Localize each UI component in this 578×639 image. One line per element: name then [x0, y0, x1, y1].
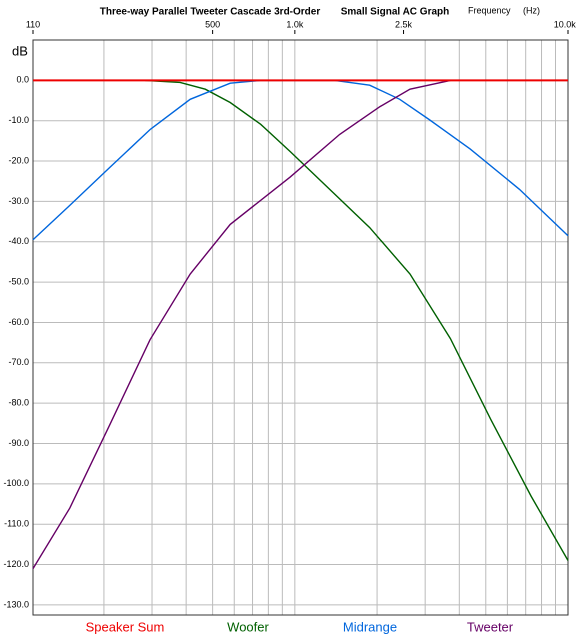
y-tick-label: -130.0: [3, 599, 29, 609]
x-axis-label: Frequency (Hz): [468, 5, 540, 15]
y-tick-label: -10.0: [8, 115, 29, 125]
legend-entry: Midrange: [343, 619, 397, 634]
series-line: [32, 79, 451, 569]
legend-entry: Woofer: [227, 619, 269, 634]
legend-entry: Tweeter: [467, 619, 514, 634]
y-tick-label: -120.0: [3, 559, 29, 569]
y-axis-label: dB: [12, 43, 28, 58]
series-line: [145, 79, 569, 561]
y-tick-label: -110.0: [4, 519, 29, 529]
plot-frame: [32, 39, 569, 616]
series-line: [32, 79, 569, 241]
x-tick-label: 110: [26, 19, 40, 29]
y-tick-label: -60.0: [8, 317, 29, 327]
y-tick-label: -40.0: [8, 236, 29, 246]
legend-entry: Speaker Sum: [86, 619, 165, 634]
y-tick-label: -70.0: [8, 357, 29, 367]
chart-subtitle: Small Signal AC Graph: [341, 7, 450, 18]
y-tick-label: -100.0: [3, 478, 29, 488]
x-tick-label: 10.0k: [554, 19, 577, 29]
x-tick-label: 1.0k: [286, 19, 304, 29]
x-tick-label: 500: [205, 19, 220, 29]
y-tick-label: -20.0: [8, 155, 29, 165]
y-tick-label: 0.0: [16, 75, 29, 85]
chart-title: Three-way Parallel Tweeter Cascade 3rd-O…: [100, 7, 321, 18]
y-tick-label: -30.0: [8, 196, 29, 206]
x-tick-label: 2.5k: [395, 19, 413, 29]
y-tick-label: -50.0: [8, 276, 29, 286]
y-tick-label: -80.0: [8, 398, 29, 408]
y-tick-label: -90.0: [8, 438, 29, 448]
